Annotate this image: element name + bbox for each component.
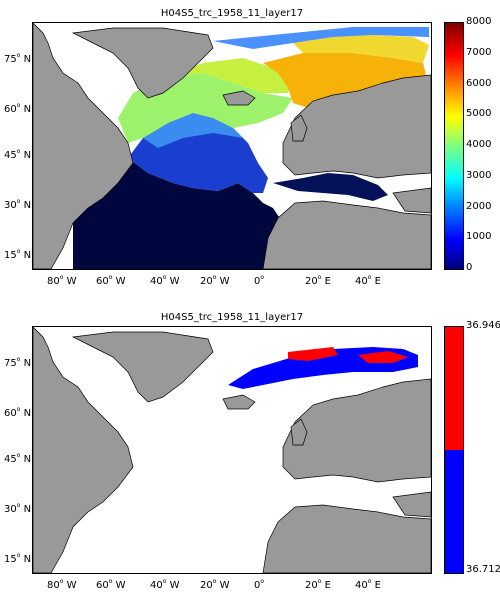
lon-tick-label: 40o W bbox=[150, 274, 180, 287]
colorbar-panel-1-tick-label: 0 bbox=[466, 262, 473, 273]
colorbar-panel-1-tick-label: 4000 bbox=[466, 139, 492, 150]
colorbar-panel-1-tick-label: 2000 bbox=[466, 200, 492, 212]
map-panel-1 bbox=[32, 22, 432, 270]
lon-tick-label: 80o W bbox=[47, 578, 77, 591]
lat-tick-label: 60o N bbox=[4, 102, 32, 115]
colorbar-panel-1-tick-label: 3000 bbox=[466, 169, 492, 181]
lon-tick-label: 40o E bbox=[355, 578, 381, 591]
colorbar-panel-1-tick-label: 8000 bbox=[466, 16, 492, 27]
lon-tick-label: 60o W bbox=[96, 274, 126, 287]
lat-tick-label: 15o N bbox=[4, 552, 32, 565]
land-masses bbox=[33, 23, 431, 269]
lon-tick-label: 0o bbox=[254, 578, 265, 591]
lon-tick-label: 80o W bbox=[47, 274, 77, 287]
colorbar-panel-1-tick-label: 7000 bbox=[466, 46, 492, 58]
map-panel-1-svg bbox=[33, 23, 431, 269]
colorbar-panel-1-tick-label: 1000 bbox=[466, 231, 492, 243]
lon-tick-label: 60o W bbox=[96, 578, 126, 591]
colorbar-panel-1-tick-label: 5000 bbox=[466, 108, 492, 120]
lon-tick-label: 20o W bbox=[200, 274, 230, 287]
lat-tick-label: 45o N bbox=[4, 148, 32, 161]
lat-tick-label: 60o N bbox=[4, 406, 32, 419]
colorbar-panel-2-top-label: 36.946 bbox=[466, 320, 500, 331]
lat-tick-label: 15o N bbox=[4, 248, 32, 261]
colorbar-panel-2-bottom-label: 36.712 bbox=[466, 564, 500, 575]
colorbar-panel-2 bbox=[444, 326, 464, 574]
panel-2-title: H04S5_trc_1958_11_layer17 bbox=[160, 312, 304, 323]
lon-tick-label: 0o bbox=[254, 274, 265, 287]
lon-tick-label: 20o E bbox=[305, 274, 331, 287]
lon-tick-label: 20o E bbox=[305, 578, 331, 591]
lat-tick-label: 30o N bbox=[4, 198, 32, 211]
lat-tick-label: 30o N bbox=[4, 502, 32, 515]
lat-tick-label: 75o N bbox=[4, 52, 32, 65]
land-masses-2 bbox=[33, 327, 431, 573]
threshold-field bbox=[228, 347, 418, 389]
lat-tick-label: 75o N bbox=[4, 356, 32, 369]
map-panel-2-svg bbox=[33, 327, 431, 573]
lon-tick-label: 40o E bbox=[355, 274, 381, 287]
lon-tick-label: 20o W bbox=[200, 578, 230, 591]
colorbar-panel-1-tick-label: 6000 bbox=[466, 77, 492, 89]
lon-tick-label: 40o W bbox=[150, 578, 180, 591]
map-panel-2 bbox=[32, 326, 432, 574]
colorbar-panel-1 bbox=[444, 22, 464, 270]
panel-1-title: H04S5_trc_1958_11_layer17 bbox=[160, 8, 304, 19]
lat-tick-label: 45o N bbox=[4, 452, 32, 465]
